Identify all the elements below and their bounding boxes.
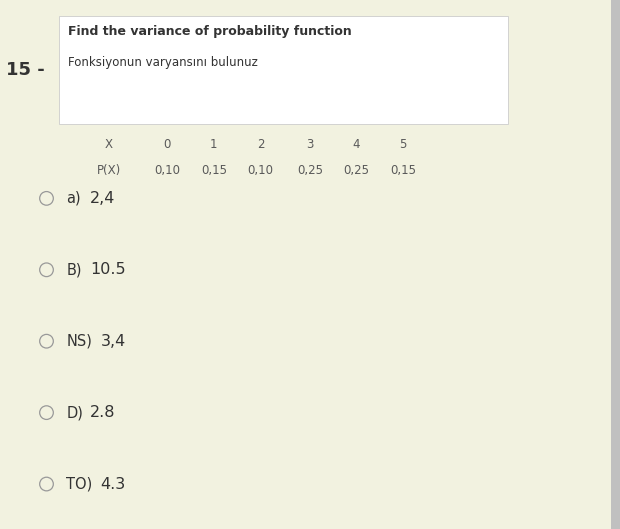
Text: Find the variance of probability function: Find the variance of probability functio… xyxy=(68,25,352,39)
Text: B): B) xyxy=(66,262,82,277)
Text: 0,15: 0,15 xyxy=(390,164,416,177)
Text: 3: 3 xyxy=(306,138,314,151)
Text: 4: 4 xyxy=(353,138,360,151)
FancyBboxPatch shape xyxy=(59,16,508,124)
Text: 0,15: 0,15 xyxy=(201,164,227,177)
Text: 0,25: 0,25 xyxy=(297,164,323,177)
Text: 2,4: 2,4 xyxy=(90,191,115,206)
Text: a): a) xyxy=(66,191,81,206)
Text: TO): TO) xyxy=(66,477,92,491)
Text: 4.3: 4.3 xyxy=(100,477,126,491)
Text: 0: 0 xyxy=(164,138,171,151)
Text: D): D) xyxy=(66,405,83,420)
Text: X: X xyxy=(105,138,112,151)
Text: 0,10: 0,10 xyxy=(247,164,273,177)
Text: Fonksiyonun varyansını bulunuz: Fonksiyonun varyansını bulunuz xyxy=(68,56,258,69)
Text: 10.5: 10.5 xyxy=(90,262,125,277)
Text: 0,25: 0,25 xyxy=(343,164,370,177)
Text: 1: 1 xyxy=(210,138,218,151)
Text: 5: 5 xyxy=(399,138,407,151)
Text: 0,10: 0,10 xyxy=(154,164,180,177)
Text: 2: 2 xyxy=(257,138,264,151)
Text: P(X): P(X) xyxy=(96,164,121,177)
Text: 15 -: 15 - xyxy=(6,61,45,79)
Text: 2.8: 2.8 xyxy=(90,405,115,420)
FancyBboxPatch shape xyxy=(611,0,620,529)
Text: 3,4: 3,4 xyxy=(100,334,126,349)
Text: NS): NS) xyxy=(66,334,92,349)
